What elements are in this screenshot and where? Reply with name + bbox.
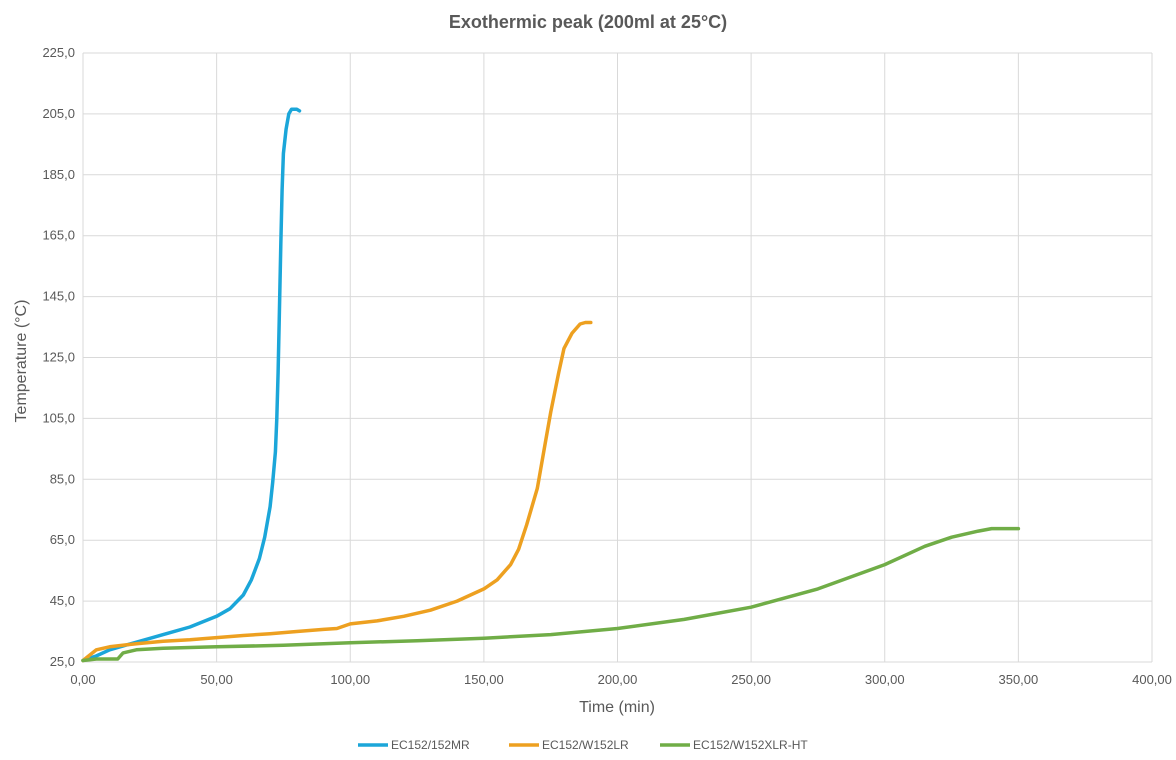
- y-tick-label: 85,0: [50, 471, 75, 486]
- x-tick-label: 0,00: [70, 672, 95, 687]
- x-tick-label: 100,00: [330, 672, 370, 687]
- y-tick-label: 225,0: [42, 45, 75, 60]
- gridlines: [82, 52, 1153, 663]
- x-tick-label: 200,00: [598, 672, 638, 687]
- x-axis-ticks: 0,00 50,00 100,00 150,00 200,00 250,00 300,00 3…: [70, 672, 1172, 687]
- y-tick-label: 25,0: [50, 654, 75, 669]
- x-tick-label: 400,00: [1132, 672, 1172, 687]
- y-tick-label: 125,0: [42, 350, 75, 365]
- x-tick-label: 50,00: [200, 672, 233, 687]
- legend: EC152/152MR EC152/W152LR EC152/W152XLR-HT: [358, 738, 808, 752]
- y-axis-title: Temperature (°C): [13, 300, 30, 423]
- y-axis-ticks: 25,0 45,0 65,0 85,0 105,0 125,0 145,0 165,0 185,…: [42, 45, 75, 669]
- legend-label: EC152/152MR: [391, 738, 470, 752]
- series-line-0: [81, 107, 302, 663]
- y-tick-label: 205,0: [42, 106, 75, 121]
- legend-label: EC152/W152LR: [542, 738, 629, 752]
- y-tick-label: 145,0: [42, 289, 75, 304]
- y-tick-label: 185,0: [42, 167, 75, 182]
- chart-title: Exothermic peak (200ml at 25°C): [449, 12, 727, 32]
- legend-label: EC152/W152XLR-HT: [693, 738, 808, 752]
- x-tick-label: 250,00: [731, 672, 771, 687]
- x-axis-title: Time (min): [579, 699, 655, 716]
- series-line-1: [81, 320, 593, 663]
- x-tick-label: 350,00: [998, 672, 1038, 687]
- y-tick-label: 65,0: [50, 532, 75, 547]
- y-tick-label: 165,0: [42, 228, 75, 243]
- series-line-2: [81, 526, 1021, 663]
- y-tick-label: 45,0: [50, 593, 75, 608]
- y-tick-label: 105,0: [42, 410, 75, 425]
- series-lines: [81, 107, 1021, 663]
- x-tick-label: 300,00: [865, 672, 905, 687]
- x-tick-label: 150,00: [464, 672, 504, 687]
